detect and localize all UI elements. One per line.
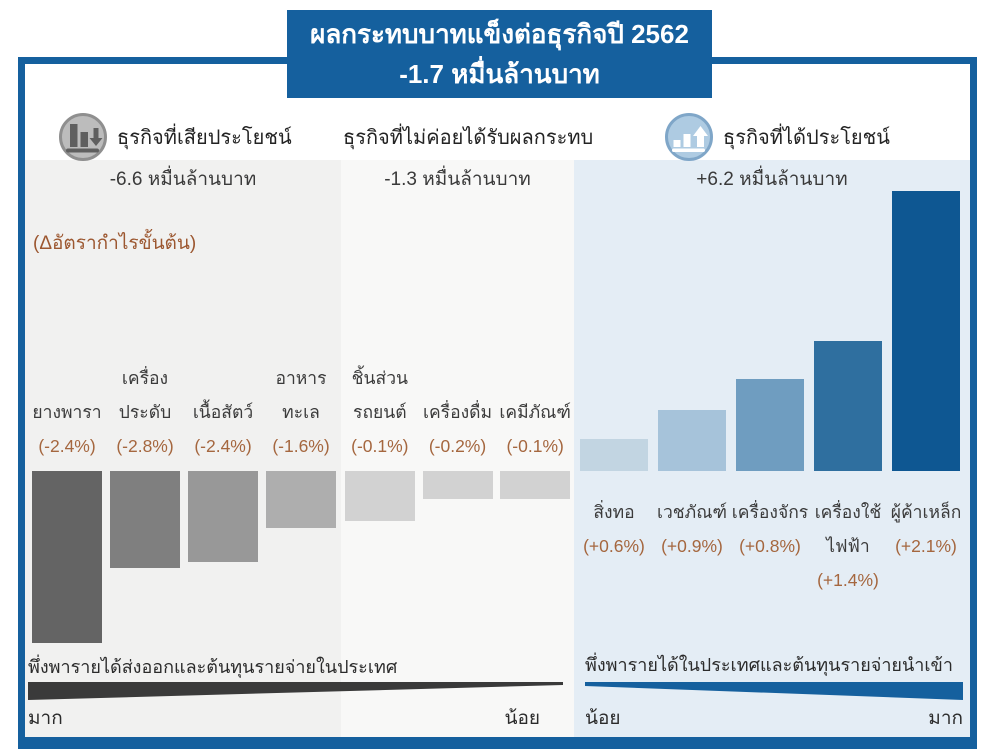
losers-labels-row: ยางพารา (-2.4%) เครื่องประดับ (-2.8%) เนื้อส…	[28, 353, 340, 463]
neutral-section-background	[341, 160, 574, 737]
bar-chart-decrease-icon	[57, 112, 109, 162]
losers-label-column-1: เครื่องประดับ (-2.8%)	[106, 353, 184, 463]
gainers-bar-4	[892, 191, 960, 471]
gainers-labels-row: สิ่งทอ (+0.6%) เวชภัณฑ์ (+0.9%) เครื่องจักร (…	[575, 471, 965, 597]
neutral-label-column-0: ชิ้นส่วนรถยนต์ (-0.1%)	[341, 353, 419, 463]
gainers-bar-4-pct: (+2.1%)	[895, 536, 957, 556]
gainers-bar-1-pct: (+0.9%)	[661, 536, 723, 556]
gainers-bar-3-name-line-0: เครื่องใช้	[814, 502, 882, 522]
losers-bar-3-name-line-0: อาหาร	[275, 368, 327, 388]
losers-bar-2-pct: (-2.4%)	[194, 436, 252, 456]
losers-label-column-3: อาหารทะเล (-1.6%)	[262, 353, 340, 463]
losers-bar-column-0	[28, 471, 106, 643]
losers-label-column-2: เนื้อสัตว์ (-2.4%)	[184, 353, 262, 463]
neutral-header-label: ธุรกิจที่ไม่ค่อยได้รับผลกระทบ	[343, 127, 594, 149]
chart-title-box: ผลกระทบบาทแข็งต่อธุรกิจปี 2562 -1.7 หมื่…	[287, 10, 712, 98]
losers-bar-column-2	[184, 471, 262, 562]
losers-bar-2	[188, 471, 258, 562]
gainers-label-column-2: เครื่องจักร (+0.8%)	[731, 495, 809, 597]
losers-header-label: ธุรกิจที่เสียประโยชน์	[117, 127, 292, 149]
losers-bar-1	[110, 471, 180, 568]
gainers-bar-0	[580, 439, 648, 471]
neutral-bar-0-name-line-0: ชิ้นส่วน	[351, 368, 408, 388]
bar-chart-increase-icon	[663, 112, 715, 162]
losers-bars-row	[28, 471, 340, 643]
left-axis-wedge	[28, 682, 563, 700]
losers-bar-3	[266, 471, 336, 528]
gainers-bar-3	[814, 341, 882, 471]
losers-bar-column-3	[262, 471, 340, 528]
losers-bar-column-1	[106, 471, 184, 568]
neutral-bar-0-name-line-1: รถยนต์	[353, 402, 407, 422]
gainers-bar-2	[736, 379, 804, 471]
losers-amount: -6.6 หมื่นล้านบาท	[109, 169, 257, 190]
gainers-amount: +6.2 หมื่นล้านบาท	[696, 169, 848, 190]
gainers-label-column-1: เวชภัณฑ์ (+0.9%)	[653, 495, 731, 597]
neutral-header: ธุรกิจที่ไม่ค่อยได้รับผลกระทบ	[343, 112, 593, 162]
gainers-bar-0-name-line-0: สิ่งทอ	[593, 502, 635, 522]
gainers-bar-2-name-line-0: เครื่องจักร	[731, 502, 809, 522]
gainers-bars-row	[575, 191, 965, 471]
neutral-bar-0	[344, 471, 415, 521]
left-axis-end-label: น้อย	[504, 708, 540, 729]
gainers-header: ธุรกิจที่ได้ประโยชน์	[663, 112, 890, 162]
neutral-bars-row	[341, 471, 574, 521]
neutral-bar-column-0	[341, 471, 419, 521]
gainers-bar-1	[658, 410, 726, 471]
neutral-amount: -1.3 หมื่นล้านบาท	[384, 169, 531, 190]
neutral-label-column-2: เคมีภัณฑ์ (-0.1%)	[496, 353, 574, 463]
gainers-header-label: ธุรกิจที่ได้ประโยชน์	[723, 127, 890, 149]
right-axis-wedge	[585, 682, 963, 700]
left-axis-ends: มาก น้อย	[28, 703, 540, 733]
neutral-bar-2	[500, 471, 571, 499]
gainers-bar-2-pct: (+0.8%)	[739, 536, 801, 556]
gainers-bar-1-name-line-0: เวชภัณฑ์	[657, 502, 727, 522]
neutral-bar-column-2	[496, 471, 574, 499]
gainers-bar-column-0	[575, 439, 653, 471]
right-axis-ends: น้อย มาก	[585, 703, 963, 733]
losers-bar-3-name-line-1: ทะเล	[282, 402, 320, 422]
gainers-bar-3-name-line-1: ไฟฟ้า	[826, 536, 870, 556]
neutral-bar-1-pct: (-0.2%)	[428, 436, 487, 456]
losers-bar-1-pct: (-2.8%)	[116, 436, 174, 456]
gainers-bar-0-pct: (+0.6%)	[583, 536, 645, 556]
neutral-bar-1-name-line-0: เครื่องดื่ม	[422, 402, 493, 422]
gainers-bar-column-3	[809, 341, 887, 471]
losers-bar-3-pct: (-1.6%)	[272, 436, 330, 456]
gross-margin-note: (Δอัตรากำไรขั้นต้น)	[33, 233, 197, 254]
neutral-bar-0-pct: (-0.1%)	[351, 436, 409, 456]
right-axis-label: พึ่งพารายได้ในประเทศและต้นทุนรายจ่ายนำเข…	[585, 655, 953, 675]
neutral-bar-column-1	[419, 471, 497, 499]
gainers-bar-column-2	[731, 379, 809, 471]
neutral-bar-1	[422, 471, 493, 499]
losers-bar-2-name-line-0: เนื้อสัตว์	[192, 402, 254, 422]
losers-label-column-0: ยางพารา (-2.4%)	[28, 353, 106, 463]
gainers-label-column-3: เครื่องใช้ไฟฟ้า (+1.4%)	[809, 495, 887, 597]
left-axis-label: พึ่งพารายได้ส่งออกและต้นทุนรายจ่ายในประเ…	[28, 657, 398, 677]
losers-bar-1-name-line-0: เครื่อง	[121, 368, 169, 388]
gainers-label-column-4: ผู้ค้าเหล็ก (+2.1%)	[887, 495, 965, 597]
losers-bar-0-pct: (-2.4%)	[38, 436, 96, 456]
losers-bar-0	[32, 471, 102, 643]
neutral-bar-2-name-line-0: เคมีภัณฑ์	[499, 402, 571, 422]
losers-bar-1-name-line-1: ประดับ	[118, 402, 172, 422]
neutral-bar-2-pct: (-0.1%)	[506, 436, 564, 456]
gainers-bar-column-1	[653, 410, 731, 471]
right-axis-start-label: น้อย	[585, 708, 621, 729]
gainers-bar-4-name-line-0: ผู้ค้าเหล็ก	[890, 502, 962, 522]
gainers-bar-column-4	[887, 191, 965, 471]
right-axis-end-label: มาก	[928, 708, 963, 729]
left-axis-start-label: มาก	[28, 708, 63, 729]
chart-title-line2: -1.7 หมื่นล้านบาท	[399, 59, 600, 89]
losers-header: ธุรกิจที่เสียประโยชน์	[57, 112, 292, 162]
neutral-labels-row: ชิ้นส่วน รถยนต์ (-0.1%) เครื่องดื่ม (-0.2%) เ…	[341, 353, 574, 463]
chart-title-line1: ผลกระทบบาทแข็งต่อธุรกิจปี 2562	[310, 19, 689, 49]
gainers-bar-3-pct: (+1.4%)	[817, 570, 879, 590]
neutral-label-column-1: เครื่องดื่ม (-0.2%)	[419, 353, 497, 463]
losers-bar-0-name-line-0: ยางพารา	[32, 402, 102, 422]
gainers-label-column-0: สิ่งทอ (+0.6%)	[575, 495, 653, 597]
